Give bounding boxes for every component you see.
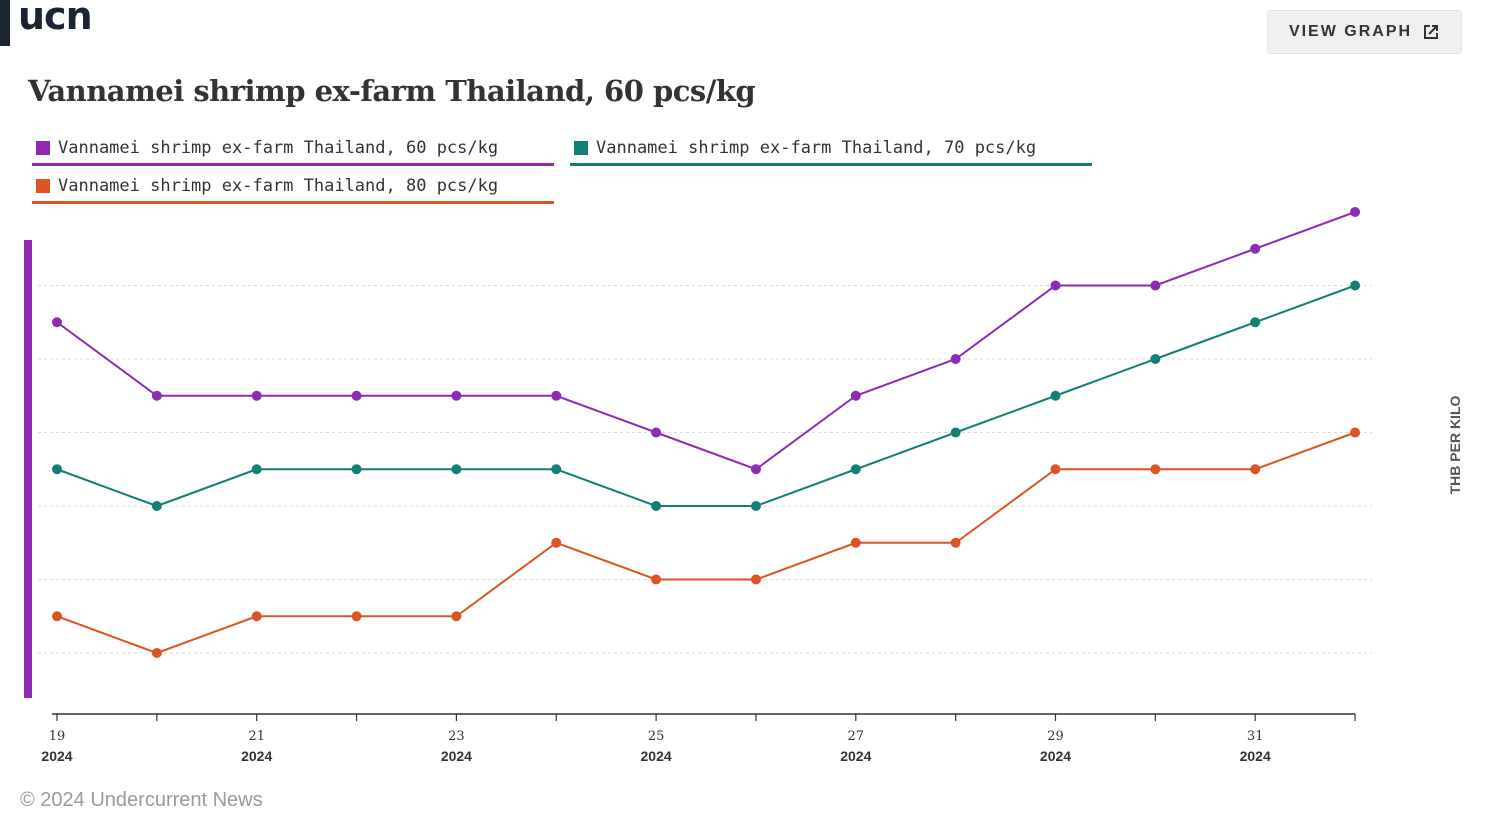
x-tick-label-year: 2024 <box>840 748 871 764</box>
copyright-footer: © 2024 Undercurrent News <box>20 789 263 811</box>
data-point-1[interactable] <box>651 501 662 511</box>
data-point-2[interactable] <box>651 574 662 585</box>
data-point-2[interactable] <box>1150 464 1161 475</box>
external-link-icon <box>1422 23 1440 41</box>
data-point-2[interactable] <box>52 611 62 622</box>
data-point-2[interactable] <box>1250 464 1261 475</box>
x-tick-label-year: 2024 <box>41 748 72 764</box>
data-point-2[interactable] <box>950 537 961 548</box>
series-line-1 <box>56 284 1356 508</box>
data-point-2[interactable] <box>1050 464 1061 475</box>
x-tick-label-day: 23 <box>448 729 465 744</box>
data-point-0[interactable] <box>251 390 262 401</box>
view-graph-label: VIEW GRAPH <box>1288 23 1413 40</box>
y-axis-label: THB PER KILO <box>1447 396 1463 495</box>
legend-item-70[interactable]: Vannamei shrimp ex-farm Thailand, 70 pcs… <box>570 132 1092 166</box>
ucn-logo[interactable]: ucn <box>18 0 93 38</box>
data-point-1[interactable] <box>351 464 362 475</box>
data-point-0[interactable] <box>950 354 961 364</box>
data-point-2[interactable] <box>850 537 861 548</box>
data-point-0[interactable] <box>1050 280 1061 291</box>
data-point-0[interactable] <box>1350 207 1361 217</box>
legend-swatch-80 <box>36 178 50 193</box>
x-tick-label-day: 21 <box>248 729 265 744</box>
brand-bar <box>0 0 10 46</box>
chart-title: Vannamei shrimp ex-farm Thailand, 60 pcs… <box>28 74 756 108</box>
series-line-2 <box>56 431 1356 655</box>
data-point-1[interactable] <box>1250 317 1261 328</box>
series-points <box>52 207 1361 658</box>
series-lines <box>56 211 1356 655</box>
data-point-1[interactable] <box>151 501 162 511</box>
legend-item-80[interactable]: Vannamei shrimp ex-farm Thailand, 80 pcs… <box>32 170 554 204</box>
view-graph-button[interactable]: VIEW GRAPH <box>1267 10 1462 54</box>
data-point-2[interactable] <box>750 574 761 585</box>
x-tick-label-day: 29 <box>1047 729 1064 744</box>
legend-swatch-60 <box>36 140 50 155</box>
data-point-2[interactable] <box>351 611 362 622</box>
data-point-1[interactable] <box>52 464 62 475</box>
x-tick-label-year: 2024 <box>241 748 272 764</box>
data-point-1[interactable] <box>750 501 761 511</box>
x-tick-label-year: 2024 <box>641 748 672 764</box>
data-point-1[interactable] <box>950 427 961 438</box>
data-point-1[interactable] <box>1150 354 1161 364</box>
legend-swatch-70 <box>574 140 588 155</box>
data-point-2[interactable] <box>451 611 462 622</box>
data-point-0[interactable] <box>451 390 462 401</box>
x-tick-label-year: 2024 <box>441 748 472 764</box>
x-tick-label-day: 25 <box>648 729 665 744</box>
x-tick-label-year: 2024 <box>1040 748 1071 764</box>
data-point-0[interactable] <box>750 464 761 475</box>
x-tick-label-day: 31 <box>1247 729 1264 744</box>
data-point-2[interactable] <box>551 537 562 548</box>
data-point-0[interactable] <box>651 427 662 438</box>
x-tick-label-year: 2024 <box>1240 748 1271 764</box>
data-point-0[interactable] <box>1150 280 1161 291</box>
data-point-2[interactable] <box>251 611 262 622</box>
data-point-0[interactable] <box>52 317 62 328</box>
data-point-2[interactable] <box>1350 427 1361 438</box>
y-axis-highlight-bar <box>24 240 32 698</box>
x-axis-ticks: 19 2024 21 2024 23 2024 25 2024 27 2024 29 2024 31 20… <box>41 714 1356 764</box>
legend-label-70: Vannamei shrimp ex-farm Thailand, 70 pcs… <box>596 137 1037 158</box>
legend-label-80: Vannamei shrimp ex-farm Thailand, 80 pcs… <box>58 175 499 196</box>
data-point-1[interactable] <box>1050 390 1061 401</box>
data-point-0[interactable] <box>1250 243 1261 254</box>
data-point-2[interactable] <box>151 648 162 658</box>
data-point-0[interactable] <box>151 390 162 401</box>
series-line-0 <box>56 211 1356 471</box>
legend-label-60: Vannamei shrimp ex-farm Thailand, 60 pcs… <box>58 137 499 158</box>
data-point-1[interactable] <box>551 464 562 475</box>
data-point-1[interactable] <box>850 464 861 475</box>
data-point-0[interactable] <box>551 390 562 401</box>
data-point-1[interactable] <box>1350 280 1361 291</box>
x-tick-label-day: 27 <box>848 729 865 744</box>
data-point-1[interactable] <box>451 464 462 475</box>
data-point-1[interactable] <box>251 464 262 475</box>
data-point-0[interactable] <box>351 390 362 401</box>
legend-item-60[interactable]: Vannamei shrimp ex-farm Thailand, 60 pcs… <box>32 132 554 166</box>
data-point-0[interactable] <box>850 390 861 401</box>
x-tick-label-day: 19 <box>49 729 66 744</box>
